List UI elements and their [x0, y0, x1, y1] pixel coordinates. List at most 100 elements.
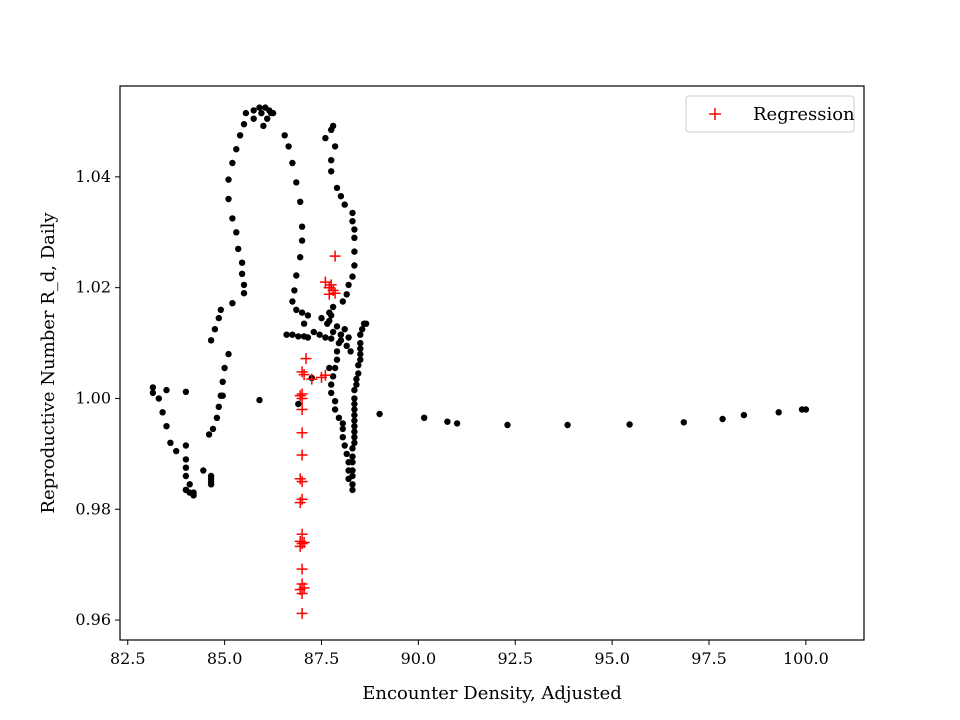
point-observed-177	[719, 415, 726, 423]
point-observed-116	[329, 328, 337, 336]
point-observed-152	[341, 442, 348, 449]
point-observed-127	[355, 362, 362, 369]
point-observed-159	[328, 389, 335, 397]
point-observed-45	[225, 195, 232, 203]
point-observed-84	[316, 331, 323, 338]
legend: Regression	[685, 95, 855, 133]
point-observed-88	[345, 334, 352, 341]
point-observed-141	[349, 445, 356, 452]
point-observed-105	[351, 262, 358, 269]
point-regression-6	[329, 287, 341, 299]
point-regression-34	[296, 607, 308, 619]
point-observed-25	[209, 425, 217, 433]
point-regression-1	[319, 276, 331, 288]
legend-marker-regression	[709, 108, 721, 120]
point-observed-67	[298, 223, 306, 230]
point-observed-101	[349, 218, 356, 225]
point-regression-26	[296, 538, 308, 550]
point-observed-57	[264, 115, 271, 122]
point-observed-70	[293, 272, 300, 279]
point-observed-24	[205, 431, 213, 438]
point-observed-164	[333, 348, 341, 355]
point-observed-26	[213, 414, 221, 421]
point-observed-31	[221, 364, 228, 372]
point-observed-61	[269, 109, 277, 117]
point-observed-73	[293, 306, 300, 313]
point-observed-46	[225, 176, 232, 183]
point-observed-35	[215, 314, 222, 322]
point-observed-102	[351, 226, 358, 233]
y-tick-label-1: 0.98	[75, 499, 111, 518]
point-regression-33	[298, 582, 310, 594]
point-observed-53	[250, 115, 257, 122]
y-axis-label: Reproductive Number R_d, Daily	[38, 212, 59, 514]
point-observed-38	[240, 290, 248, 297]
x-axis-label: Encounter Density, Adjusted	[362, 683, 622, 704]
point-regression-11	[306, 373, 318, 385]
point-observed-131	[351, 386, 358, 394]
point-observed-170	[421, 414, 428, 421]
point-observed-149	[345, 467, 352, 474]
y-tick-label-2: 1.00	[75, 388, 111, 407]
point-observed-65	[293, 179, 300, 186]
point-observed-175	[626, 421, 633, 428]
point-observed-83	[310, 328, 317, 336]
point-regression-23	[294, 497, 306, 509]
point-observed-148	[345, 475, 352, 482]
point-observed-137	[351, 423, 358, 430]
y-tick-label-0: 0.96	[75, 610, 111, 629]
point-observed-156	[335, 414, 343, 421]
point-observed-4	[163, 386, 170, 394]
plot-frame	[119, 85, 865, 641]
point-observed-157	[331, 406, 339, 413]
point-observed-50	[240, 121, 248, 128]
point-observed-2	[155, 395, 162, 402]
point-observed-0	[149, 384, 157, 391]
point-observed-174	[564, 421, 571, 429]
point-regression-17	[296, 404, 308, 415]
point-observed-72	[289, 298, 296, 305]
point-regression-32	[296, 588, 308, 599]
point-observed-7	[173, 447, 180, 455]
point-observed-117	[341, 326, 348, 333]
point-observed-100	[349, 209, 356, 217]
point-observed-169	[376, 410, 383, 418]
point-observed-155	[339, 420, 346, 427]
point-observed-108	[343, 291, 350, 298]
point-observed-163	[333, 356, 341, 363]
x-tick-label-7: 100.0	[783, 649, 829, 668]
point-observed-166	[337, 337, 345, 344]
point-observed-146	[349, 481, 356, 488]
point-observed-9	[182, 464, 190, 471]
point-observed-118	[337, 331, 345, 338]
point-observed-133	[351, 400, 358, 408]
point-observed-179	[775, 409, 782, 416]
y-tick-label-4: 1.04	[75, 167, 111, 186]
point-observed-124	[357, 345, 364, 352]
point-regression-7	[323, 282, 335, 294]
point-observed-138	[351, 428, 358, 435]
point-observed-121	[359, 326, 366, 333]
point-observed-69	[297, 254, 304, 261]
x-axis: 82.5 85.0 87.5 90.0 92.5 95.0 97.5 100.0	[110, 640, 829, 668]
point-observed-19	[200, 467, 207, 474]
point-observed-52	[250, 107, 257, 114]
point-observed-39	[240, 281, 248, 289]
point-observed-153	[339, 434, 346, 441]
plot-marks	[149, 104, 810, 619]
point-regression-0	[329, 250, 341, 262]
point-regression-21	[296, 476, 308, 488]
point-observed-44	[229, 215, 236, 222]
point-observed-40	[238, 270, 246, 277]
point-observed-86	[328, 335, 335, 342]
point-observed-54	[256, 104, 263, 111]
point-observed-142	[349, 453, 356, 460]
point-observed-103	[351, 234, 358, 241]
point-regression-15	[296, 393, 308, 404]
x-tick-label-3: 90.0	[401, 649, 437, 668]
point-observed-181	[802, 406, 810, 413]
point-observed-37	[229, 300, 236, 307]
x-tick-label-1: 85.0	[207, 649, 243, 668]
x-tick-label-6: 97.5	[691, 649, 727, 668]
